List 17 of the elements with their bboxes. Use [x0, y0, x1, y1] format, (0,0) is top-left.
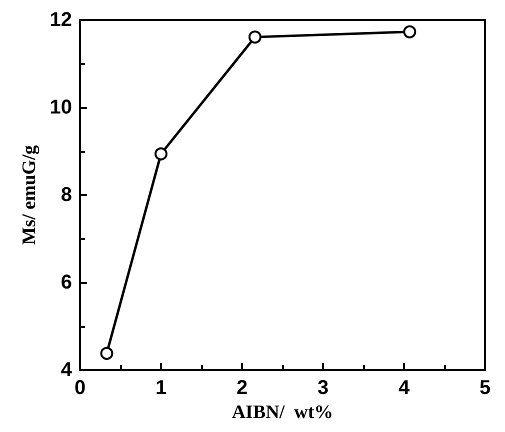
- x-tick-label: 1: [155, 377, 167, 399]
- x-axis-title: AIBN/ wt%: [232, 402, 334, 423]
- x-tick-label: 0: [74, 377, 86, 399]
- x-tick-label: 4: [398, 377, 410, 399]
- x-tick-label: 3: [317, 377, 329, 399]
- y-tick-label: 12: [50, 9, 72, 31]
- y-tick-label: 6: [60, 272, 72, 294]
- point: [248, 30, 262, 44]
- point: [100, 346, 114, 360]
- point: [403, 25, 416, 38]
- point: [154, 147, 168, 160]
- y-tick-label: 8: [60, 184, 72, 206]
- y-axis-title: Ms/ emuG/g: [18, 144, 40, 245]
- y-tick-label: 4: [60, 359, 73, 381]
- x-tick-label: 2: [236, 377, 248, 399]
- y-tick-label: 10: [50, 96, 72, 118]
- x-tick-label: 5: [479, 377, 491, 399]
